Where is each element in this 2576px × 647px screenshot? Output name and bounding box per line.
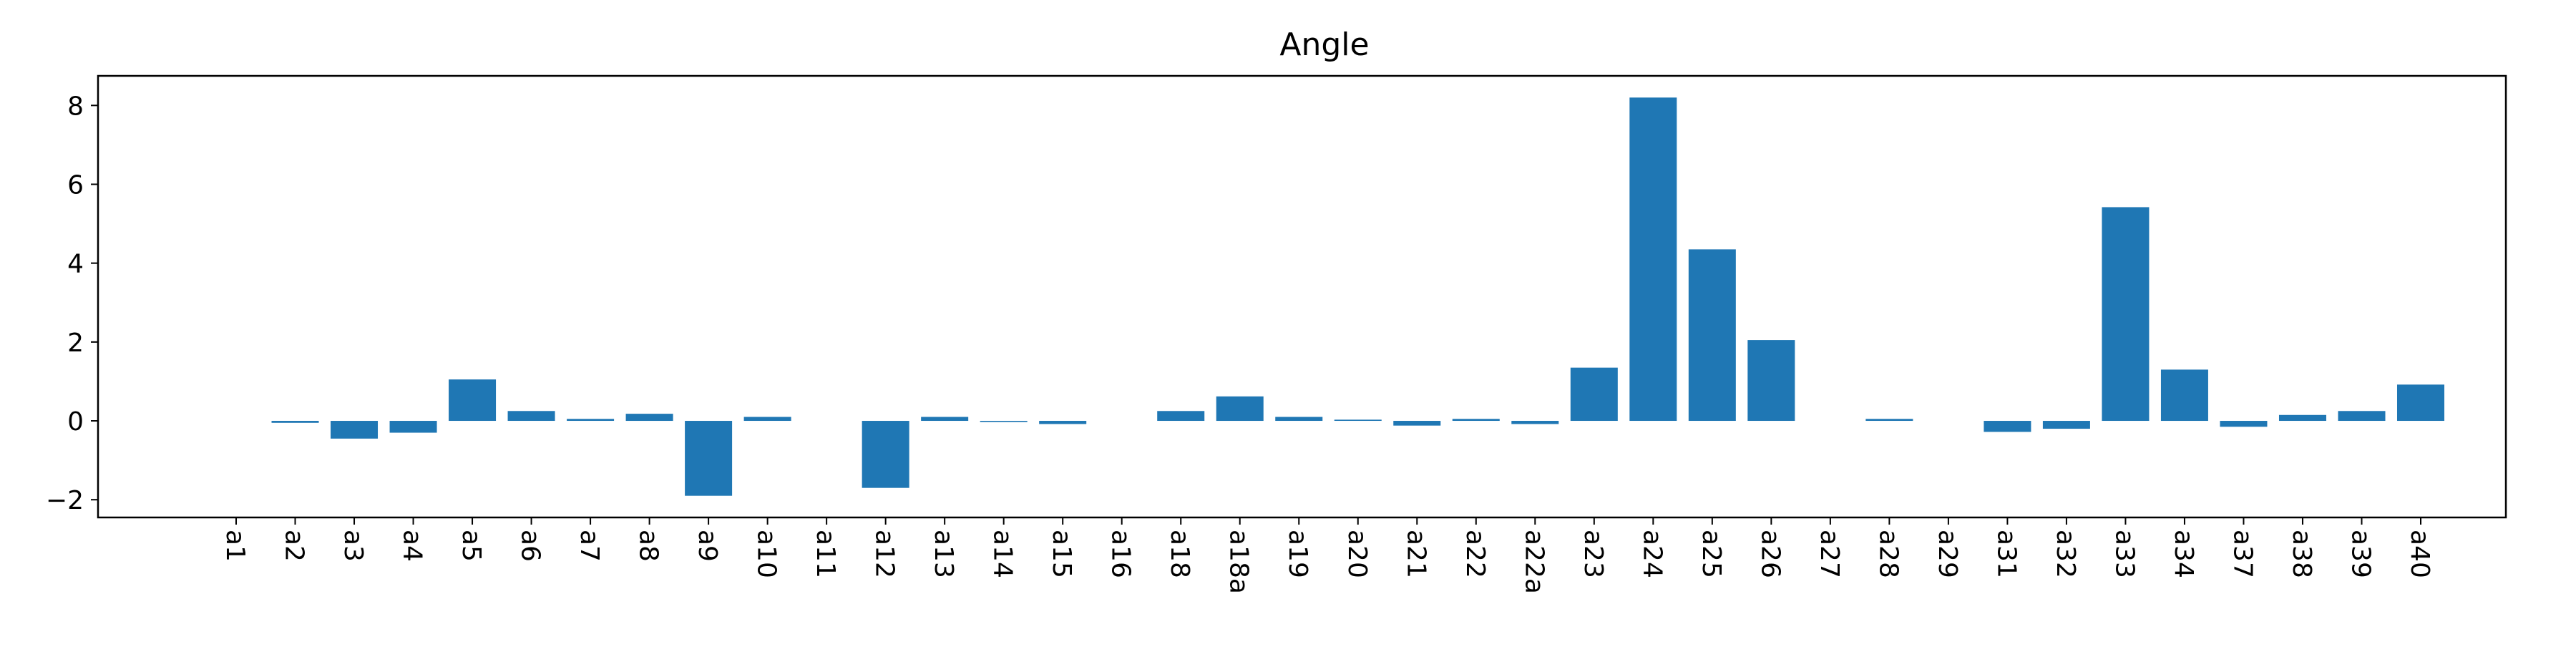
y-tick-label: 0 [67,407,84,437]
x-tick-label: a34 [2169,530,2198,578]
x-tick-label: a13 [929,530,958,578]
x-tick-label: a14 [988,530,1018,578]
bar-a15 [1039,421,1087,424]
bar-a6 [507,411,555,422]
bar-a32 [2042,421,2090,429]
bar-a5 [449,379,497,422]
x-tick-label: a32 [2051,530,2080,578]
plot-area-frame [97,74,2507,519]
bar-a24 [1629,97,1677,422]
bar-a34 [2160,369,2208,422]
x-tick-label: a29 [1933,530,1962,578]
y-axis: −2 0 2 4 6 8 [46,92,98,515]
y-tick-label: 2 [67,329,84,358]
bar-a33 [2102,207,2150,422]
bar-a26 [1747,340,1795,422]
x-tick-label: a4 [398,530,427,562]
x-axis: a1 a2 a3 a4 a5 a6 a7 a8 a9 a10 a11 a12 a13 a14 a15 a16 a… [220,517,2434,594]
x-tick-label: a10 [752,530,781,578]
x-tick-label: a6 [516,530,545,562]
x-tick-label: a23 [1579,530,1608,578]
x-tick-label: a25 [1697,530,1726,578]
bar-a12 [862,421,909,488]
bar-a9 [685,421,733,496]
bar-a7 [567,419,615,422]
x-tick-label: a37 [2228,530,2257,578]
chart-title: Angle [1279,26,1369,63]
bar-a38 [2278,414,2326,422]
bar-a19 [1275,417,1323,422]
bar-a14 [980,421,1028,422]
x-tick-label: a15 [1047,530,1076,578]
x-tick-label: a7 [575,530,604,562]
x-tick-label: a26 [1755,530,1785,578]
x-tick-label: a22 [1460,530,1490,578]
y-tick-label: 6 [67,170,84,200]
bar-a18a [1216,396,1264,422]
bar-a3 [331,421,379,439]
bar-a22a [1511,421,1559,424]
x-tick-label: a20 [1342,530,1372,578]
x-tick-label: a18 [1165,530,1194,578]
x-tick-label: a33 [2109,530,2139,578]
bar-a8 [625,414,673,422]
x-tick-label: a22a [1519,530,1548,594]
x-tick-label: a24 [1637,530,1667,578]
bar-a28 [1865,419,1913,422]
bar-a10 [743,417,791,422]
bar-a20 [1334,419,1382,422]
x-tick-label: a3 [338,530,368,562]
bar-a25 [1688,249,1736,422]
x-tick-label: a2 [280,530,309,562]
x-tick-label: a1 [220,530,250,562]
x-tick-label: a39 [2346,530,2375,578]
y-tick-label: −2 [46,486,84,515]
bar-a13 [921,417,969,422]
x-tick-label: a19 [1283,530,1312,578]
x-tick-label: a31 [1991,530,2021,578]
x-tick-label: a18a [1224,530,1254,594]
bars-layer [271,97,2444,496]
x-tick-label: a8 [634,530,663,562]
y-tick-label: 8 [67,92,84,121]
bar-a2 [271,421,319,423]
x-tick-label: a28 [1873,530,1903,578]
bar-a39 [2338,411,2386,422]
x-tick-label: a11 [811,530,840,578]
x-tick-label: a12 [870,530,899,578]
x-tick-label: a38 [2287,530,2316,578]
bar-a23 [1570,367,1618,422]
x-tick-label: a16 [1106,530,1136,578]
bar-a31 [1984,421,2031,432]
bar-a22 [1452,419,1500,422]
x-tick-label: a21 [1401,530,1430,578]
x-tick-label: a27 [1815,530,1844,578]
bar-a37 [2220,421,2268,427]
x-tick-label: a9 [693,530,722,562]
bar-a40 [2396,384,2444,422]
x-tick-label: a5 [457,530,486,562]
x-tick-label: a40 [2405,530,2434,578]
y-tick-label: 4 [67,250,84,279]
bar-a18 [1157,411,1205,422]
bar-a21 [1393,421,1441,426]
bar-a4 [389,421,437,433]
